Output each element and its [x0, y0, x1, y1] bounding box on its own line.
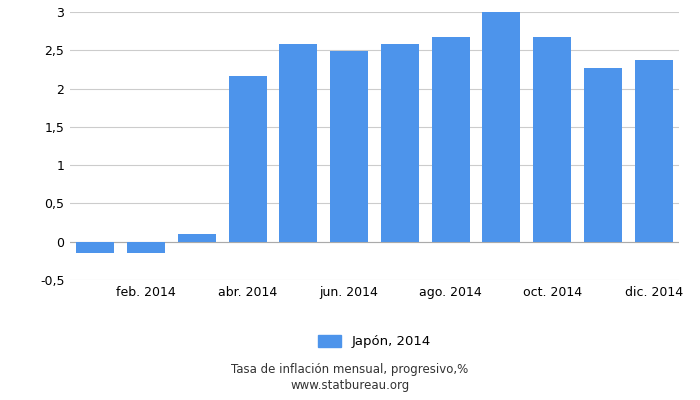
- Legend: Japón, 2014: Japón, 2014: [318, 335, 431, 348]
- Bar: [584, 68, 622, 242]
- Bar: [635, 60, 673, 242]
- Bar: [178, 234, 216, 242]
- Bar: [76, 242, 114, 253]
- Bar: [381, 44, 419, 242]
- Bar: [279, 44, 317, 242]
- Bar: [482, 12, 520, 242]
- Bar: [330, 51, 368, 242]
- Text: www.statbureau.org: www.statbureau.org: [290, 380, 410, 392]
- Bar: [229, 76, 267, 242]
- Bar: [533, 36, 571, 242]
- Bar: [127, 242, 165, 253]
- Text: Tasa de inflación mensual, progresivo,%: Tasa de inflación mensual, progresivo,%: [232, 364, 468, 376]
- Bar: [432, 37, 470, 242]
